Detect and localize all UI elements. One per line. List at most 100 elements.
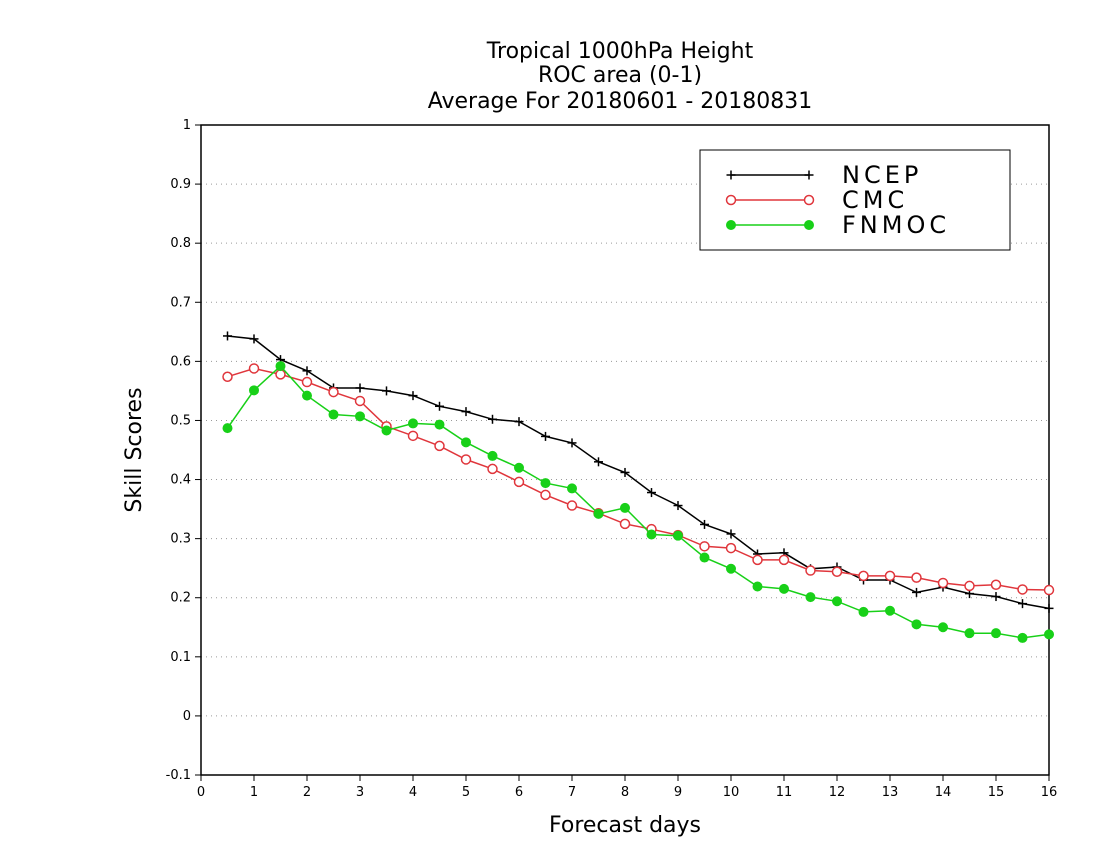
chart-title: Tropical 1000hPa Height ROC area (0-1) A… bbox=[428, 39, 813, 114]
data-point bbox=[275, 369, 286, 380]
x-axis: 0 1 2 3 4 5 6 7 8 9 10 11 12 13 14 15 16 bbox=[197, 775, 1057, 800]
y-tick-label: 0.3 bbox=[170, 532, 191, 547]
data-point bbox=[1018, 599, 1027, 609]
data-point bbox=[726, 563, 736, 574]
x-tick-label: 11 bbox=[776, 785, 793, 800]
data-point bbox=[778, 554, 790, 566]
y-tick-label: 0.9 bbox=[170, 177, 191, 192]
data-point bbox=[593, 508, 604, 519]
y-tick-label: 1 bbox=[183, 118, 191, 133]
legend-label: NCEP bbox=[842, 161, 922, 189]
data-point bbox=[328, 409, 339, 420]
series bbox=[222, 331, 1055, 643]
x-tick-label: 9 bbox=[674, 785, 682, 800]
data-point bbox=[752, 581, 763, 592]
data-point bbox=[620, 467, 630, 477]
data-point bbox=[275, 361, 286, 372]
x-tick-label: 5 bbox=[462, 785, 470, 800]
data-point bbox=[646, 529, 657, 540]
y-tick-label: 0.5 bbox=[170, 413, 191, 428]
data-point bbox=[805, 565, 816, 576]
data-point bbox=[460, 454, 472, 465]
x-tick-label: 13 bbox=[882, 785, 899, 800]
x-tick-label: 14 bbox=[935, 785, 952, 800]
data-point bbox=[938, 622, 948, 633]
data-point bbox=[912, 587, 921, 597]
data-point bbox=[804, 220, 814, 230]
data-point bbox=[885, 605, 895, 616]
x-tick-label: 6 bbox=[515, 785, 523, 800]
data-point bbox=[673, 530, 683, 541]
data-point bbox=[832, 596, 842, 607]
title-line-3: Average For 20180601 - 20180831 bbox=[428, 89, 813, 114]
legend-label: FNMOC bbox=[842, 211, 950, 239]
data-point bbox=[354, 395, 366, 407]
data-point bbox=[858, 570, 869, 582]
y-tick-label: 0.7 bbox=[170, 295, 191, 310]
data-point bbox=[1017, 632, 1028, 643]
data-point bbox=[248, 363, 260, 374]
data-point bbox=[990, 579, 1002, 590]
data-point bbox=[381, 425, 392, 436]
data-point bbox=[461, 437, 471, 448]
x-tick-label: 7 bbox=[568, 785, 576, 800]
data-point bbox=[408, 418, 418, 429]
data-point bbox=[620, 502, 630, 513]
data-point bbox=[803, 194, 815, 206]
data-point bbox=[1017, 584, 1028, 595]
data-point bbox=[487, 463, 498, 475]
data-point bbox=[302, 390, 312, 401]
data-point bbox=[991, 592, 1001, 602]
data-point bbox=[725, 542, 737, 554]
data-point bbox=[407, 430, 419, 442]
data-point bbox=[355, 411, 365, 422]
data-point bbox=[1043, 584, 1055, 596]
data-point bbox=[725, 194, 737, 206]
data-point bbox=[382, 386, 391, 396]
data-point bbox=[831, 566, 843, 577]
data-point bbox=[726, 529, 736, 539]
data-point bbox=[752, 554, 763, 566]
grid bbox=[201, 183, 1049, 717]
data-point bbox=[594, 457, 603, 467]
legend-item-cmc: CMC bbox=[725, 186, 904, 214]
data-point bbox=[726, 220, 736, 230]
data-point bbox=[726, 170, 736, 180]
data-point bbox=[964, 628, 975, 639]
data-point bbox=[301, 376, 313, 388]
series-ncep bbox=[223, 331, 1054, 613]
x-tick-label: 12 bbox=[829, 785, 846, 800]
x-tick-label: 10 bbox=[723, 785, 740, 800]
data-point bbox=[699, 552, 710, 563]
data-point bbox=[487, 450, 498, 461]
data-point bbox=[434, 419, 445, 430]
data-point bbox=[567, 438, 577, 448]
series-line bbox=[227, 367, 1050, 591]
data-point bbox=[461, 407, 471, 417]
data-point bbox=[566, 500, 578, 511]
data-point bbox=[302, 366, 312, 376]
data-point bbox=[514, 462, 524, 473]
data-point bbox=[647, 488, 656, 498]
x-tick-label: 8 bbox=[621, 785, 629, 800]
x-tick-label: 2 bbox=[303, 785, 311, 800]
data-point bbox=[540, 478, 551, 489]
data-point bbox=[540, 489, 551, 501]
data-point bbox=[884, 570, 896, 582]
data-point bbox=[779, 583, 789, 594]
data-point bbox=[222, 423, 233, 434]
data-point bbox=[249, 334, 259, 344]
data-point bbox=[699, 541, 710, 552]
data-point bbox=[434, 440, 445, 452]
data-point bbox=[567, 483, 577, 494]
y-tick-label: 0.8 bbox=[170, 236, 191, 251]
data-point bbox=[858, 606, 869, 617]
data-point bbox=[911, 572, 922, 583]
x-tick-label: 1 bbox=[250, 785, 258, 800]
x-tick-label: 3 bbox=[356, 785, 364, 800]
series-line bbox=[227, 335, 1050, 610]
y-tick-label: 0.6 bbox=[170, 354, 191, 369]
data-point bbox=[513, 476, 525, 488]
title-line-1: Tropical 1000hPa Height bbox=[486, 39, 754, 64]
